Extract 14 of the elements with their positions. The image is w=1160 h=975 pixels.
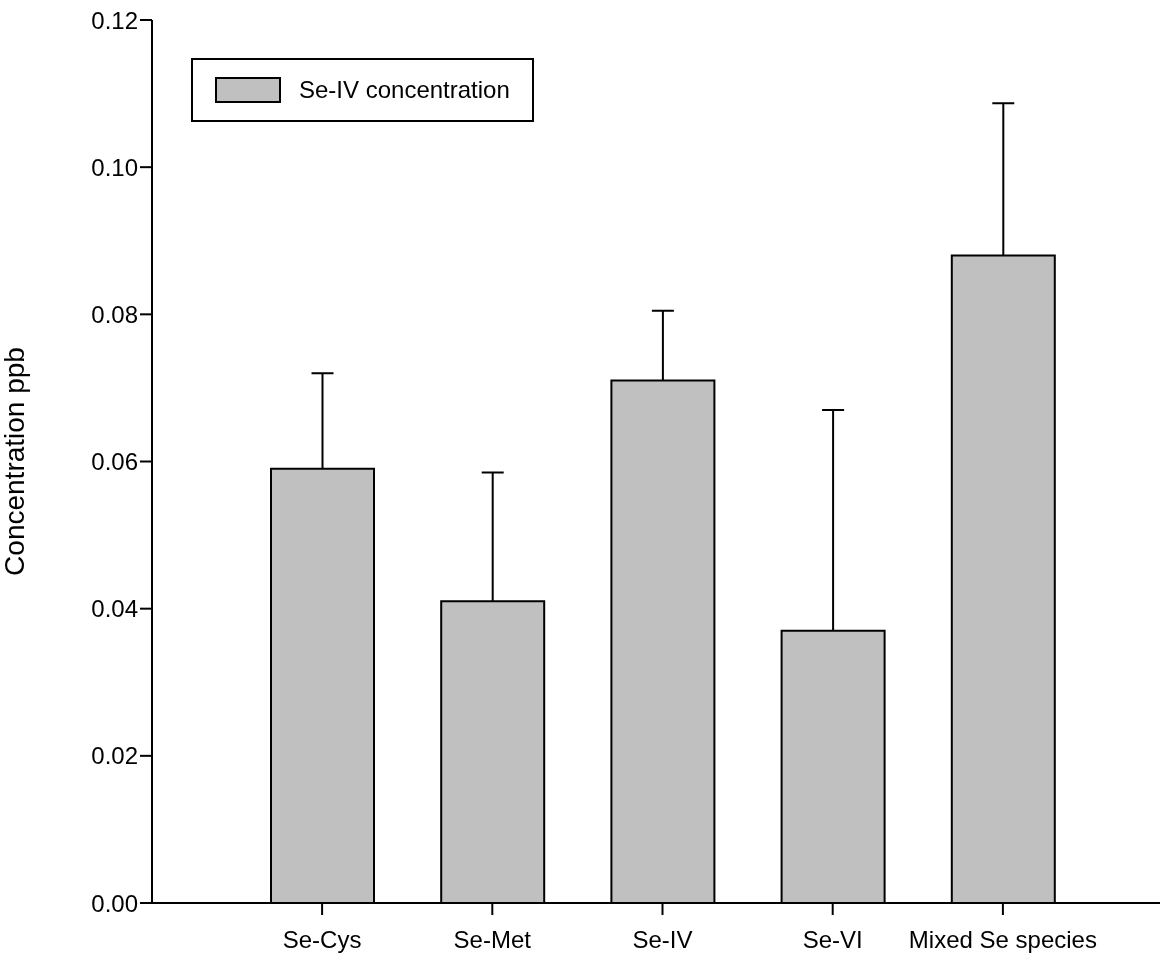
y-tick-label: 0.12 bbox=[91, 6, 138, 34]
y-tick-label: 0.00 bbox=[91, 889, 138, 917]
y-tick-label: 0.08 bbox=[91, 300, 138, 328]
x-tick-label: Mixed Se species bbox=[908, 926, 1097, 954]
x-tick-label: Se-VI bbox=[802, 926, 863, 954]
y-tick-label: 0.10 bbox=[91, 153, 138, 181]
legend-label: Se-IV concentration bbox=[299, 76, 510, 104]
y-axis-title: Concentration ppb bbox=[0, 347, 30, 576]
y-tick-label: 0.06 bbox=[91, 448, 138, 476]
x-tick-label: Se-Met bbox=[453, 926, 532, 954]
y-tick-label: 0.02 bbox=[91, 742, 138, 770]
x-tick-label: Se-IV bbox=[632, 926, 693, 954]
x-tick-label: Se-Cys bbox=[282, 926, 362, 954]
y-tick-label: 0.04 bbox=[91, 595, 138, 623]
